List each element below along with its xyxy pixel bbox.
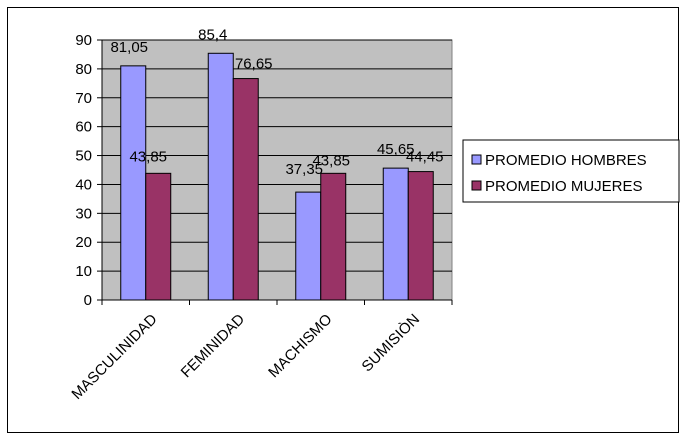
legend-label: PROMEDIO HOMBRES (485, 152, 647, 169)
y-tick-label: 30 (75, 205, 92, 222)
bar-hombres (295, 191, 322, 301)
y-tick-label: 90 (75, 32, 92, 49)
y-tick-label: 10 (75, 263, 92, 280)
legend: PROMEDIO HOMBRES PROMEDIO MUJERES (462, 139, 680, 203)
y-tick-label: 40 (75, 176, 92, 193)
y-tick-label: 80 (75, 61, 92, 78)
y-tick-label: 50 (75, 148, 92, 165)
bar-hombres (207, 52, 234, 301)
bar-mujeres (407, 171, 434, 301)
category-labels: MASCULINIDAD FEMINIDAD MACHISMO SUMISIÒN (68, 311, 423, 403)
data-label: 45,65 (377, 141, 415, 158)
y-tick-label: 20 (75, 234, 92, 251)
legend-label: PROMEDIO MUJERES (485, 178, 643, 195)
x-category-label: MASCULINIDAD (68, 311, 160, 403)
x-category-label: MACHISMO (265, 311, 335, 381)
data-label: 44,45 (406, 149, 444, 166)
legend-swatch (471, 180, 482, 191)
x-category-label: FEMINIDAD (178, 311, 248, 381)
bars (120, 52, 434, 301)
bar-mujeres (320, 172, 347, 301)
legend-box (462, 139, 680, 203)
legend-swatch (471, 154, 482, 165)
bar-hombres (382, 167, 409, 301)
data-label: 76,65 (235, 56, 273, 73)
bar-mujeres (145, 172, 172, 301)
y-tick-label: 0 (84, 292, 92, 309)
data-label: 43,85 (129, 148, 167, 165)
bar-hombres (120, 65, 147, 301)
x-category-label: SUMISIÒN (359, 311, 423, 375)
bar-mujeres (232, 78, 259, 301)
data-label: 37,35 (285, 161, 323, 178)
data-label: 81,05 (110, 39, 148, 56)
data-label: 85,4 (198, 26, 227, 43)
y-tick-label: 70 (75, 90, 92, 107)
y-tick-label: 60 (75, 119, 92, 136)
data-label: 43,85 (312, 152, 350, 169)
